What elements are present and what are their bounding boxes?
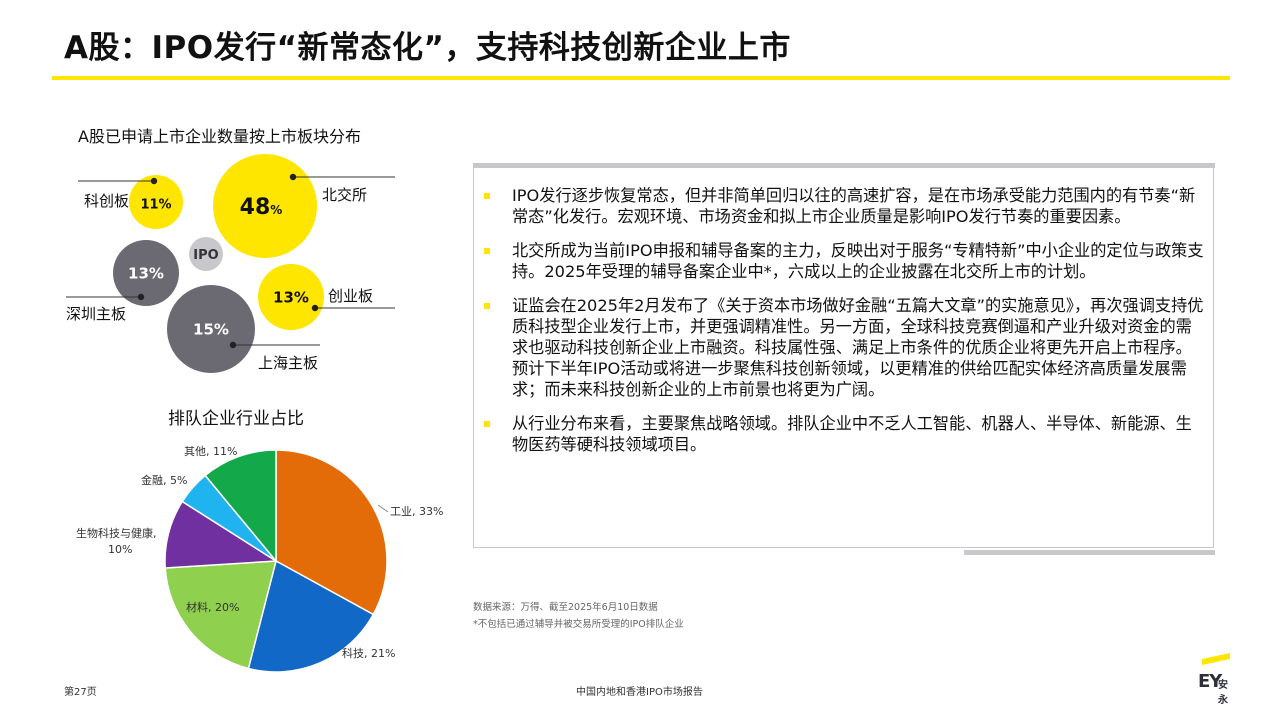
bullet-square-icon <box>484 421 490 427</box>
bullet-list: IPO发行逐步恢复常态，但并非简单回归以往的高速扩容，是在市场承受能力范围内的有… <box>482 185 1204 468</box>
pie-slice <box>247 559 375 673</box>
pie-label-line: 生物科技与健康, <box>76 526 157 540</box>
source-note: 数据来源：万得、截至2025年6月10日数据 *不包括已通过辅导并被交易所受理的… <box>473 599 684 633</box>
bubble-category-label: 科创板 <box>84 192 129 210</box>
bubble-leader-dot <box>150 177 158 185</box>
pie-slice <box>204 449 277 564</box>
bubble <box>258 264 324 330</box>
bullet-text: 证监会在2025年2月发布了《关于资本市场做好金融“五篇大文章”的实施意见》，再… <box>512 296 1204 399</box>
bullet-text: 北交所成为当前IPO申报和辅导备案的主力，反映出对于服务“专精特新”中小企业的定… <box>512 241 1204 281</box>
bubble-leader-dot <box>311 304 319 312</box>
source-line: 数据来源：万得、截至2025年6月10日数据 <box>473 602 658 613</box>
footnote-line: *不包括已通过辅导并被交易所受理的IPO排队企业 <box>473 619 684 630</box>
pie-slice-label: 科技, 21% <box>342 646 395 660</box>
bullet-text: IPO发行逐步恢复常态，但并非简单回归以往的高速扩容，是在市场承受能力范围内的有… <box>512 186 1196 226</box>
pie-chart: 工业, 33% 科技, 21% 材料, 20% 生物科技与健康, 10% 金融, 5% 其他… <box>76 445 443 673</box>
bubble-percent-sign: % <box>270 203 282 217</box>
bubble-category-label: 上海主板 <box>258 354 318 372</box>
pie-slice <box>164 560 277 670</box>
logo-chinese-text: 安永 <box>1218 680 1228 706</box>
bubble-leader-dot <box>137 293 145 301</box>
bubble-category-label: 创业板 <box>328 287 373 305</box>
bullet-square-icon <box>484 193 490 199</box>
bullet-square-icon <box>484 303 490 309</box>
bubble-chart-title: A股已申请上市企业数量按上市板块分布 <box>78 127 361 146</box>
bubble-value-label: 11% <box>140 198 171 213</box>
page-title: A股：IPO发行“新常态化”，支持科技创新企业上市 <box>64 30 791 66</box>
bubble-value-label: 15% <box>193 320 229 338</box>
pie-slice-label: 生物科技与健康, 10% <box>76 526 157 556</box>
bubble <box>113 240 179 306</box>
bullet-text: 从行业分布来看，主要聚焦战略领域。排队企业中不乏人工智能、机器人、半导体、新能源… <box>512 414 1192 454</box>
pie-slice-label: 工业, 33% <box>390 505 443 518</box>
pie-leader-line <box>377 504 389 513</box>
bubble-leader-dot <box>289 173 297 181</box>
bullet-item: IPO发行逐步恢复常态，但并非简单回归以往的高速扩容，是在市场承受能力范围内的有… <box>482 185 1204 227</box>
bubble <box>167 285 255 373</box>
bubble-leader-dot <box>229 341 237 349</box>
page-number: 第27页 <box>64 687 97 698</box>
bubble-category-label: 北交所 <box>322 186 367 204</box>
bullet-square-icon <box>484 248 490 254</box>
pie-chart-title: 排队企业行业占比 <box>168 409 304 429</box>
ipo-center-label: IPO <box>193 248 218 263</box>
text-box-bottom-border <box>964 550 1215 555</box>
logo-beam-icon <box>1202 653 1230 665</box>
bubble-value-label: 13% <box>273 288 309 306</box>
pie-label-line: 10% <box>108 543 132 556</box>
bubble-category-label: 深圳主板 <box>66 305 126 323</box>
title-underline <box>52 76 1230 80</box>
bubble <box>129 175 183 229</box>
bullet-item: 从行业分布来看，主要聚焦战略领域。排队企业中不乏人工智能、机器人、半导体、新能源… <box>482 413 1204 455</box>
bubble <box>213 154 317 258</box>
ipo-center-bubble <box>189 237 223 271</box>
bullet-item: 证监会在2025年2月发布了《关于资本市场做好金融“五篇大文章”的实施意见》，再… <box>482 295 1204 400</box>
text-box <box>473 168 1214 548</box>
logo-text: EY <box>1198 671 1222 692</box>
bullet-item: 北交所成为当前IPO申报和辅导备案的主力，反映出对于服务“专精特新”中小企业的定… <box>482 240 1204 282</box>
pie-slice <box>275 449 388 616</box>
text-box-top-border <box>473 163 1215 168</box>
bubble-value-label: 13% <box>128 264 164 282</box>
pie-slice-label: 材料, 20% <box>186 600 239 614</box>
pie-slice-label: 其他, 11% <box>184 445 237 458</box>
ey-logo: EY 安永 <box>1196 653 1236 706</box>
pie-slice-label: 金融, 5% <box>141 473 187 487</box>
report-name: 中国内地和香港IPO市场报告 <box>576 687 703 698</box>
